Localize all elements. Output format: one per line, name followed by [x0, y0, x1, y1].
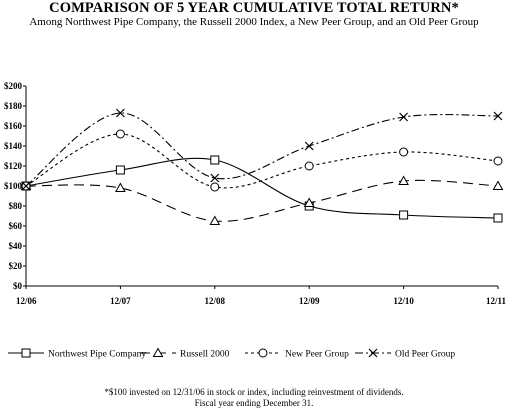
data-point-x [493, 111, 503, 121]
data-point-x [115, 108, 125, 118]
data-point-square [115, 165, 125, 175]
data-point-circle [304, 161, 314, 171]
footnote-fiscal-year: Fiscal year ending December 31. [194, 398, 314, 408]
x-tick-label: 12/09 [299, 296, 320, 306]
legend-marker-triangle [152, 347, 164, 357]
data-point-square [493, 213, 503, 223]
y-tick-label: $120 [4, 161, 23, 171]
data-point-x [21, 181, 31, 191]
legend-marker-x [368, 348, 378, 358]
x-tick-label: 12/11 [486, 296, 507, 306]
y-tick-label: $180 [4, 101, 23, 111]
legend-marker-square [21, 348, 31, 358]
y-tick-label: $100 [4, 181, 23, 191]
data-point-circle [210, 182, 220, 192]
data-point-circle [399, 147, 409, 157]
data-point-triangle [492, 180, 504, 190]
series-line-x [25, 112, 499, 187]
legend-item-triangle: Russell 2000 [140, 347, 230, 360]
data-point-x [399, 112, 409, 122]
data-point-triangle [398, 175, 409, 185]
data-point-square [210, 155, 220, 165]
series-square [21, 155, 503, 223]
y-tick-label: $0 [13, 281, 23, 291]
legend-label-triangle: Russell 2000 [180, 350, 230, 360]
data-point-circle [493, 156, 503, 166]
series-line-circle [25, 133, 499, 189]
legend-label-x: Old Peer Group [395, 350, 455, 360]
y-tick-label: $160 [4, 121, 23, 131]
data-point-x [210, 173, 220, 183]
series-x [21, 108, 503, 191]
data-point-x [304, 141, 314, 151]
series-triangle [20, 175, 504, 225]
legend-label-square: Northwest Pipe Company [48, 350, 146, 360]
legend-item-square: Northwest Pipe Company [8, 348, 146, 360]
chart-subtitle: Among Northwest Pipe Company, the Russel… [29, 16, 479, 28]
footnote-investment: *$100 invested on 12/31/06 in stock or i… [104, 387, 404, 397]
x-tick-label: 12/10 [393, 296, 414, 306]
data-point-triangle [209, 215, 221, 225]
legend-label-circle: New Peer Group [285, 350, 349, 360]
x-tick-label: 12/07 [110, 296, 131, 306]
series-layer [20, 108, 504, 225]
data-point-triangle [115, 182, 126, 192]
y-tick-label: $80 [9, 201, 23, 211]
y-tick-label: $140 [4, 141, 23, 151]
y-tick-label: $40 [9, 241, 23, 251]
x-tick-label: 12/06 [16, 296, 37, 306]
legend-marker-circle [258, 348, 268, 358]
y-tick-label: $200 [4, 81, 23, 91]
y-tick-label: $20 [9, 261, 23, 271]
chart-title: COMPARISON OF 5 YEAR CUMULATIVE TOTAL RE… [49, 0, 459, 16]
y-tick-label: $60 [9, 221, 23, 231]
legend-item-circle: New Peer Group [245, 348, 349, 360]
data-point-circle [115, 129, 125, 139]
data-point-triangle [303, 197, 315, 207]
x-tick-label: 12/08 [205, 296, 226, 306]
legend-item-x: Old Peer Group [355, 348, 455, 360]
data-point-square [399, 210, 409, 220]
series-line-square [25, 157, 499, 219]
series-line-triangle [25, 179, 499, 222]
legend: Northwest Pipe Company Russell 2000 New Pe… [8, 347, 455, 360]
